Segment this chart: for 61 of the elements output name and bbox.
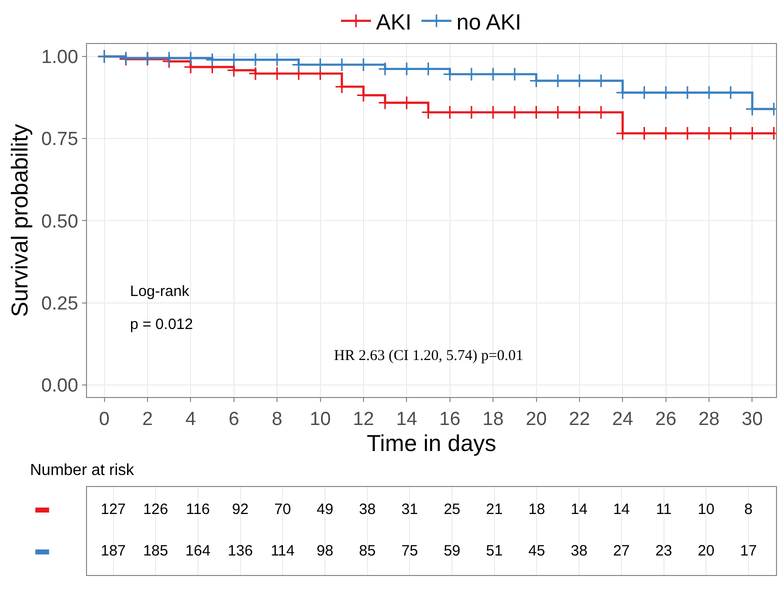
- x-tick-label: 20: [526, 408, 547, 430]
- x-tick-label: 2: [142, 408, 153, 430]
- text: 20: [698, 542, 714, 560]
- x-tick-label: 28: [698, 408, 720, 430]
- text: 23: [655, 542, 672, 560]
- text: 116: [186, 500, 210, 518]
- y-axis-title: Survival probability: [6, 123, 33, 318]
- annotation: HR 2.63 (CI 1.20, 5.74) p=0.01: [334, 348, 524, 364]
- x-tick-label: 10: [310, 408, 331, 430]
- text: 98: [316, 542, 334, 560]
- text: 21: [486, 500, 503, 518]
- text: 10: [698, 500, 714, 518]
- x-axis-title: Time in days: [366, 430, 496, 456]
- text: 126: [143, 500, 168, 518]
- text: 49: [316, 500, 334, 518]
- text: Number at risk: [30, 462, 136, 479]
- text: 25: [444, 500, 460, 518]
- text: 31: [401, 500, 418, 518]
- x-tick-label: 18: [482, 408, 504, 430]
- text: 14: [570, 500, 588, 518]
- y-tick-label: 0.00: [41, 376, 78, 396]
- x-tick-label: 16: [439, 408, 460, 430]
- x-tick-label: 22: [568, 408, 590, 430]
- x-tick-label: 0: [98, 408, 110, 430]
- annotation: Log-rank: [130, 283, 190, 300]
- text: 38: [358, 500, 376, 518]
- text: 85: [358, 542, 376, 560]
- x-tick-label: 26: [655, 408, 676, 430]
- text: 51: [486, 542, 503, 560]
- text: 11: [656, 500, 672, 518]
- text: 17: [740, 542, 757, 560]
- text: 114: [270, 542, 295, 560]
- x-tick-label: 6: [228, 408, 240, 430]
- legend-label: AKI: [376, 9, 412, 34]
- text: 127: [100, 500, 126, 518]
- text: 27: [613, 542, 630, 560]
- x-tick-label: 4: [185, 408, 196, 430]
- legend-label: no AKI: [456, 9, 522, 34]
- text: 59: [444, 542, 460, 560]
- x-tick-label: 14: [396, 408, 418, 430]
- text: 8: [744, 500, 753, 518]
- y-tick-label: 0.50: [41, 211, 78, 232]
- text: 136: [228, 542, 253, 560]
- text: 92: [232, 500, 249, 518]
- text: 70: [274, 500, 291, 518]
- text: 18: [528, 500, 546, 518]
- y-tick-label: 1.00: [41, 47, 78, 68]
- text: 185: [143, 542, 168, 560]
- text: 75: [401, 542, 418, 560]
- x-tick-label: 24: [612, 408, 634, 430]
- y-tick-label: 0.25: [41, 293, 78, 314]
- text: 164: [185, 542, 210, 560]
- x-tick-label: 8: [272, 408, 282, 430]
- text: 14: [613, 500, 630, 518]
- x-tick-label: 30: [742, 408, 763, 430]
- text: 187: [100, 542, 126, 560]
- annotation: p = 0.012: [130, 316, 193, 333]
- text: 45: [528, 542, 546, 560]
- x-tick-label: 12: [352, 408, 374, 430]
- y-tick-label: 0.75: [41, 129, 78, 150]
- text: 38: [570, 542, 588, 560]
